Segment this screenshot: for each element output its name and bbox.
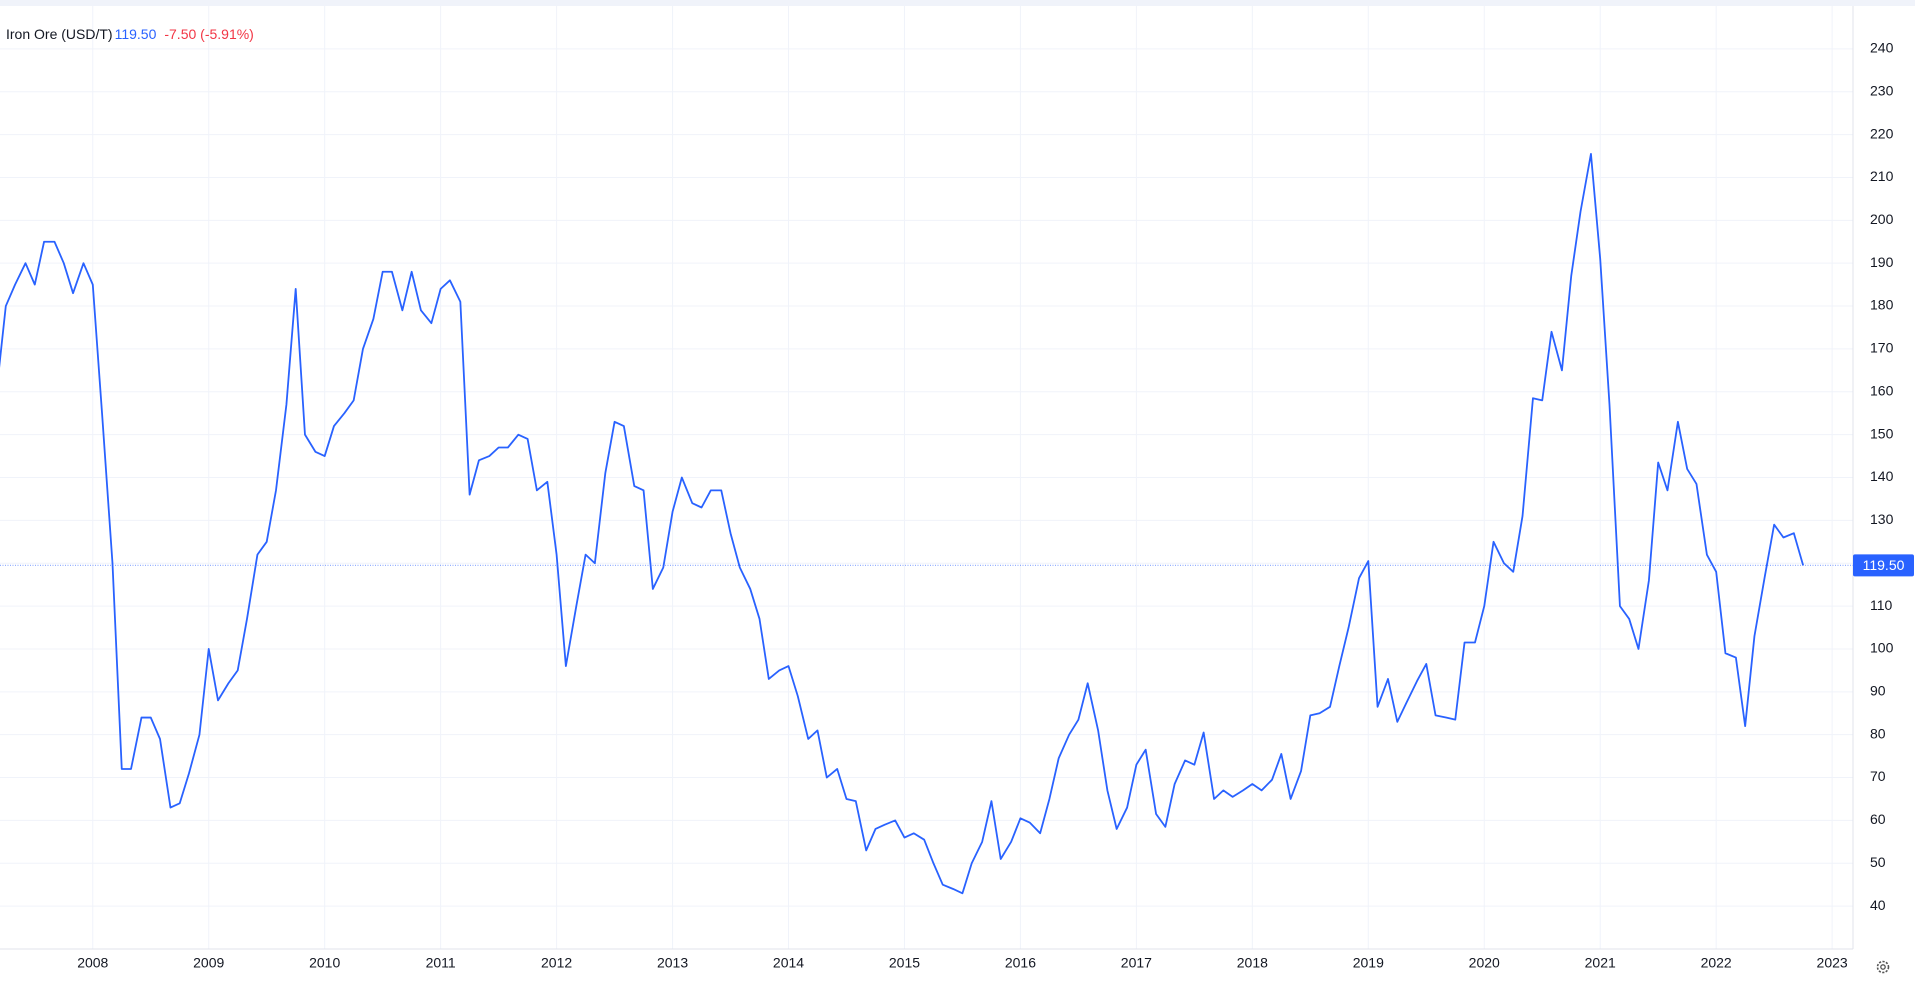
- y-tick-label: 110: [1870, 597, 1893, 613]
- x-tick-label: 2020: [1469, 955, 1500, 971]
- price-label-box: [1853, 554, 1914, 577]
- y-tick-label: 100: [1870, 640, 1894, 656]
- y-tick-label: 40: [1870, 897, 1886, 913]
- x-tick-label: 2023: [1817, 955, 1848, 971]
- x-tick-label: 2018: [1237, 955, 1268, 971]
- y-tick-label: 130: [1870, 511, 1894, 527]
- x-tick-label: 2010: [309, 955, 340, 971]
- y-tick-label: 180: [1870, 297, 1894, 313]
- top-bar: [0, 0, 1915, 6]
- symbol-title: Iron Ore (USD/T): [6, 26, 113, 42]
- x-tick-label: 2011: [426, 955, 456, 971]
- x-tick-label: 2017: [1121, 955, 1152, 971]
- y-tick-label: 60: [1870, 811, 1886, 827]
- y-tick-label: 80: [1870, 725, 1886, 741]
- x-tick-label: 2016: [1005, 955, 1036, 971]
- price-label: 119.50: [1863, 557, 1905, 573]
- y-tick-label: 230: [1870, 82, 1894, 98]
- x-tick-label: 2012: [541, 955, 572, 971]
- y-tick-label: 70: [1870, 768, 1886, 784]
- y-tick-label: 90: [1870, 683, 1886, 699]
- price-line-series: [0, 152, 1805, 895]
- legend-header: Iron Ore (USD/T) 119.50 -7.50 (-5.91%): [6, 26, 254, 42]
- y-tick-label: 150: [1870, 425, 1894, 441]
- y-tick-label: 210: [1870, 168, 1894, 184]
- settings-button[interactable]: [1874, 958, 1892, 976]
- y-tick-label: 220: [1870, 125, 1894, 141]
- y-tick-label: 240: [1870, 40, 1894, 56]
- x-tick-label: 2019: [1353, 955, 1384, 971]
- y-tick-label: 50: [1870, 854, 1886, 870]
- x-tick-label: 2008: [77, 955, 108, 971]
- x-tick-label: 2009: [193, 955, 224, 971]
- y-tick-label: 200: [1870, 211, 1894, 227]
- last-price: 119.50: [114, 26, 157, 42]
- y-tick-label: 160: [1870, 382, 1894, 398]
- price-change: -7.50 (-5.91%): [164, 26, 254, 42]
- x-tick-label: 2014: [773, 955, 804, 971]
- x-tick-label: 2021: [1585, 955, 1616, 971]
- x-tick-label: 2022: [1701, 955, 1732, 971]
- x-tick-label: 2013: [657, 955, 688, 971]
- x-tick-label: 2015: [889, 955, 920, 971]
- y-tick-label: 190: [1870, 254, 1894, 270]
- y-tick-label: 170: [1870, 340, 1894, 356]
- y-tick-label: 140: [1870, 468, 1894, 484]
